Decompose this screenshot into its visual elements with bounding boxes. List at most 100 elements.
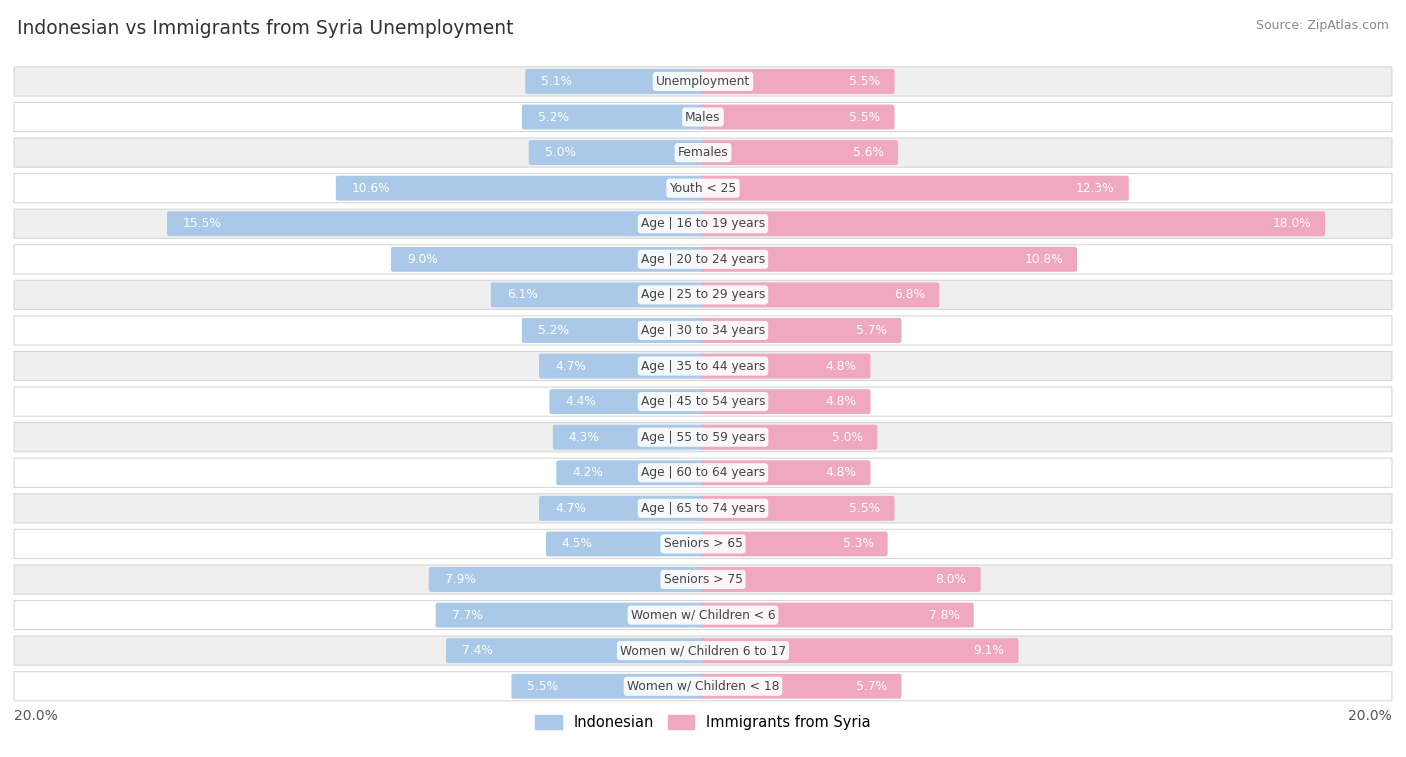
FancyBboxPatch shape [702, 638, 1018, 663]
FancyBboxPatch shape [391, 247, 704, 272]
Text: Males: Males [685, 111, 721, 123]
Text: Women w/ Children 6 to 17: Women w/ Children 6 to 17 [620, 644, 786, 657]
Text: 7.9%: 7.9% [444, 573, 475, 586]
FancyBboxPatch shape [14, 458, 1392, 488]
Text: 4.7%: 4.7% [555, 502, 586, 515]
Text: 9.1%: 9.1% [973, 644, 1004, 657]
FancyBboxPatch shape [336, 176, 704, 201]
Text: Age | 20 to 24 years: Age | 20 to 24 years [641, 253, 765, 266]
Text: Age | 45 to 54 years: Age | 45 to 54 years [641, 395, 765, 408]
Text: 5.5%: 5.5% [849, 111, 880, 123]
Text: 6.1%: 6.1% [506, 288, 537, 301]
Text: 5.6%: 5.6% [853, 146, 884, 159]
Text: 4.5%: 4.5% [562, 537, 593, 550]
FancyBboxPatch shape [550, 389, 704, 414]
Text: Age | 60 to 64 years: Age | 60 to 64 years [641, 466, 765, 479]
Text: 4.4%: 4.4% [565, 395, 596, 408]
Text: 20.0%: 20.0% [1348, 709, 1392, 724]
Text: 5.0%: 5.0% [544, 146, 575, 159]
FancyBboxPatch shape [529, 140, 704, 165]
Text: 4.7%: 4.7% [555, 360, 586, 372]
FancyBboxPatch shape [546, 531, 704, 556]
Text: 5.2%: 5.2% [537, 324, 568, 337]
FancyBboxPatch shape [14, 209, 1392, 238]
FancyBboxPatch shape [522, 104, 704, 129]
Text: Women w/ Children < 6: Women w/ Children < 6 [631, 609, 775, 621]
Text: Youth < 25: Youth < 25 [669, 182, 737, 195]
Text: 15.5%: 15.5% [183, 217, 222, 230]
Text: 20.0%: 20.0% [14, 709, 58, 724]
Text: Women w/ Children < 18: Women w/ Children < 18 [627, 680, 779, 693]
Text: 12.3%: 12.3% [1076, 182, 1115, 195]
FancyBboxPatch shape [702, 176, 1129, 201]
FancyBboxPatch shape [538, 354, 704, 378]
FancyBboxPatch shape [702, 674, 901, 699]
Text: Age | 35 to 44 years: Age | 35 to 44 years [641, 360, 765, 372]
Text: Seniors > 75: Seniors > 75 [664, 573, 742, 586]
Text: 4.8%: 4.8% [825, 360, 856, 372]
FancyBboxPatch shape [14, 565, 1392, 594]
Text: 5.1%: 5.1% [541, 75, 572, 88]
Text: 6.8%: 6.8% [894, 288, 925, 301]
Legend: Indonesian, Immigrants from Syria: Indonesian, Immigrants from Syria [530, 709, 876, 736]
FancyBboxPatch shape [14, 351, 1392, 381]
FancyBboxPatch shape [702, 531, 887, 556]
FancyBboxPatch shape [14, 138, 1392, 167]
Text: Source: ZipAtlas.com: Source: ZipAtlas.com [1256, 19, 1389, 32]
FancyBboxPatch shape [14, 422, 1392, 452]
Text: 10.6%: 10.6% [352, 182, 391, 195]
Text: 5.0%: 5.0% [832, 431, 863, 444]
Text: 4.3%: 4.3% [568, 431, 599, 444]
Text: Seniors > 65: Seniors > 65 [664, 537, 742, 550]
FancyBboxPatch shape [553, 425, 704, 450]
FancyBboxPatch shape [538, 496, 704, 521]
Text: 5.3%: 5.3% [842, 537, 873, 550]
Text: 7.8%: 7.8% [928, 609, 960, 621]
Text: 8.0%: 8.0% [935, 573, 966, 586]
FancyBboxPatch shape [702, 282, 939, 307]
FancyBboxPatch shape [702, 211, 1324, 236]
Text: 5.5%: 5.5% [849, 502, 880, 515]
Text: 5.5%: 5.5% [849, 75, 880, 88]
Text: Females: Females [678, 146, 728, 159]
Text: 5.7%: 5.7% [856, 680, 887, 693]
FancyBboxPatch shape [702, 496, 894, 521]
FancyBboxPatch shape [167, 211, 704, 236]
Text: Age | 55 to 59 years: Age | 55 to 59 years [641, 431, 765, 444]
Text: Unemployment: Unemployment [655, 75, 751, 88]
FancyBboxPatch shape [14, 102, 1392, 132]
Text: 7.4%: 7.4% [461, 644, 492, 657]
FancyBboxPatch shape [526, 69, 704, 94]
Text: 4.8%: 4.8% [825, 466, 856, 479]
Text: 18.0%: 18.0% [1272, 217, 1310, 230]
Text: 4.8%: 4.8% [825, 395, 856, 408]
Text: 10.8%: 10.8% [1024, 253, 1063, 266]
FancyBboxPatch shape [14, 494, 1392, 523]
FancyBboxPatch shape [512, 674, 704, 699]
FancyBboxPatch shape [14, 316, 1392, 345]
FancyBboxPatch shape [702, 318, 901, 343]
FancyBboxPatch shape [702, 425, 877, 450]
FancyBboxPatch shape [14, 245, 1392, 274]
Text: 5.2%: 5.2% [537, 111, 568, 123]
Text: Age | 25 to 29 years: Age | 25 to 29 years [641, 288, 765, 301]
FancyBboxPatch shape [702, 247, 1077, 272]
Text: 5.7%: 5.7% [856, 324, 887, 337]
FancyBboxPatch shape [702, 603, 974, 628]
FancyBboxPatch shape [702, 460, 870, 485]
FancyBboxPatch shape [14, 173, 1392, 203]
FancyBboxPatch shape [14, 671, 1392, 701]
FancyBboxPatch shape [702, 354, 870, 378]
FancyBboxPatch shape [429, 567, 704, 592]
Text: 7.7%: 7.7% [451, 609, 482, 621]
Text: 5.5%: 5.5% [527, 680, 558, 693]
FancyBboxPatch shape [14, 600, 1392, 630]
FancyBboxPatch shape [446, 638, 704, 663]
FancyBboxPatch shape [491, 282, 704, 307]
FancyBboxPatch shape [14, 387, 1392, 416]
FancyBboxPatch shape [14, 280, 1392, 310]
FancyBboxPatch shape [436, 603, 704, 628]
FancyBboxPatch shape [702, 69, 894, 94]
Text: 4.2%: 4.2% [572, 466, 603, 479]
FancyBboxPatch shape [14, 529, 1392, 559]
